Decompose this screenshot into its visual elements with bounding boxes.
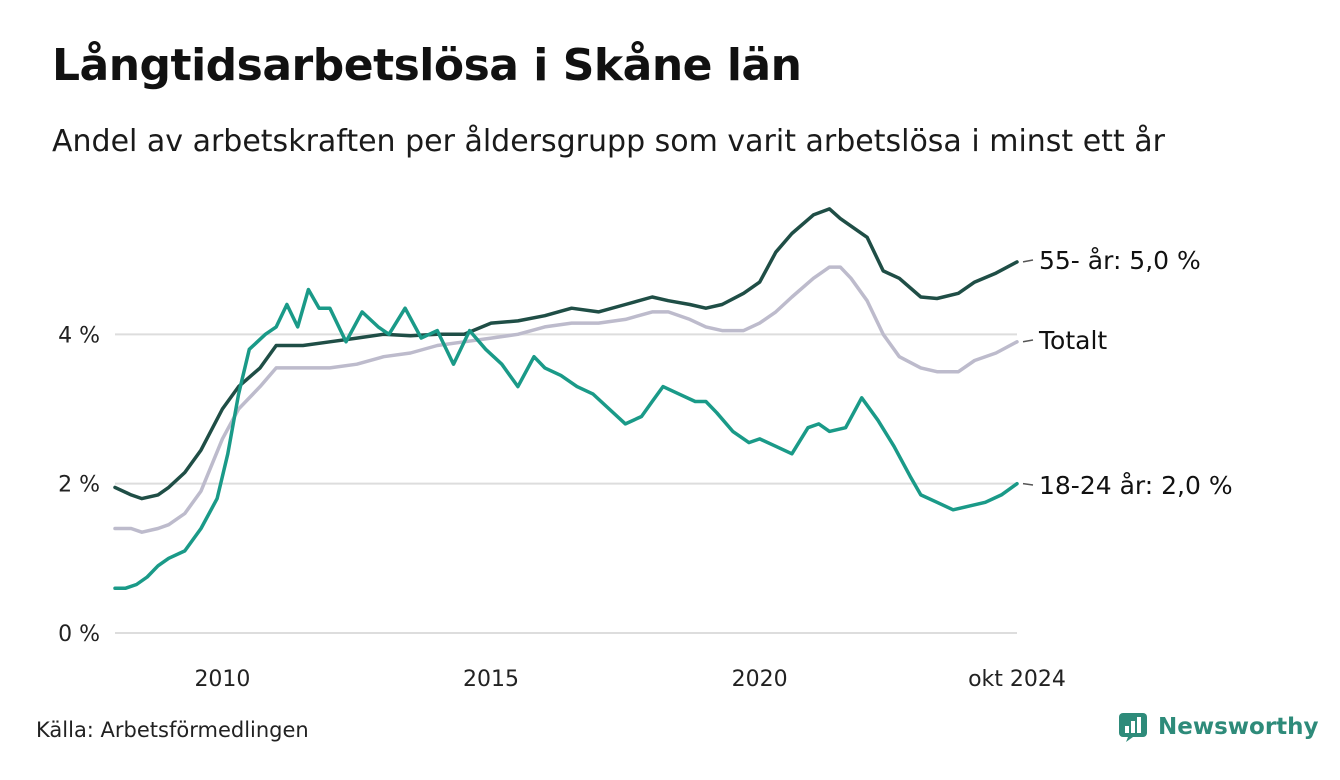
- page-subtitle: Andel av arbetskraften per åldersgrupp s…: [52, 124, 1165, 159]
- source-credit: Källa: Arbetsförmedlingen: [36, 718, 309, 742]
- x-tick-label: 2020: [732, 667, 788, 692]
- page-title: Långtidsarbetslösa i Skåne län: [52, 40, 802, 91]
- label-leader: [1022, 482, 1034, 486]
- series-line-young: [113, 287, 1019, 590]
- label-leader: [1022, 339, 1034, 343]
- x-tick-label: 2015: [463, 667, 519, 692]
- series-line-total: [113, 265, 1019, 534]
- series-line-s55: [113, 207, 1019, 501]
- y-tick-label: 2 %: [58, 473, 100, 498]
- series-end-label: 55- år: 5,0 %: [1039, 246, 1201, 275]
- brand-name: Newsworthy: [1158, 714, 1319, 740]
- x-tick-label: 2010: [194, 667, 250, 692]
- label-leader: [1022, 259, 1034, 263]
- y-tick-label: 0 %: [58, 622, 100, 647]
- newsworthy-logo-icon: [1119, 713, 1147, 742]
- series-end-label: 18-24 år: 2,0 %: [1039, 471, 1233, 500]
- series-end-label: Totalt: [1038, 326, 1107, 355]
- x-tick-label: okt 2024: [968, 667, 1066, 692]
- brand: Newsworthy: [1118, 712, 1319, 742]
- y-tick-label: 4 %: [58, 323, 100, 348]
